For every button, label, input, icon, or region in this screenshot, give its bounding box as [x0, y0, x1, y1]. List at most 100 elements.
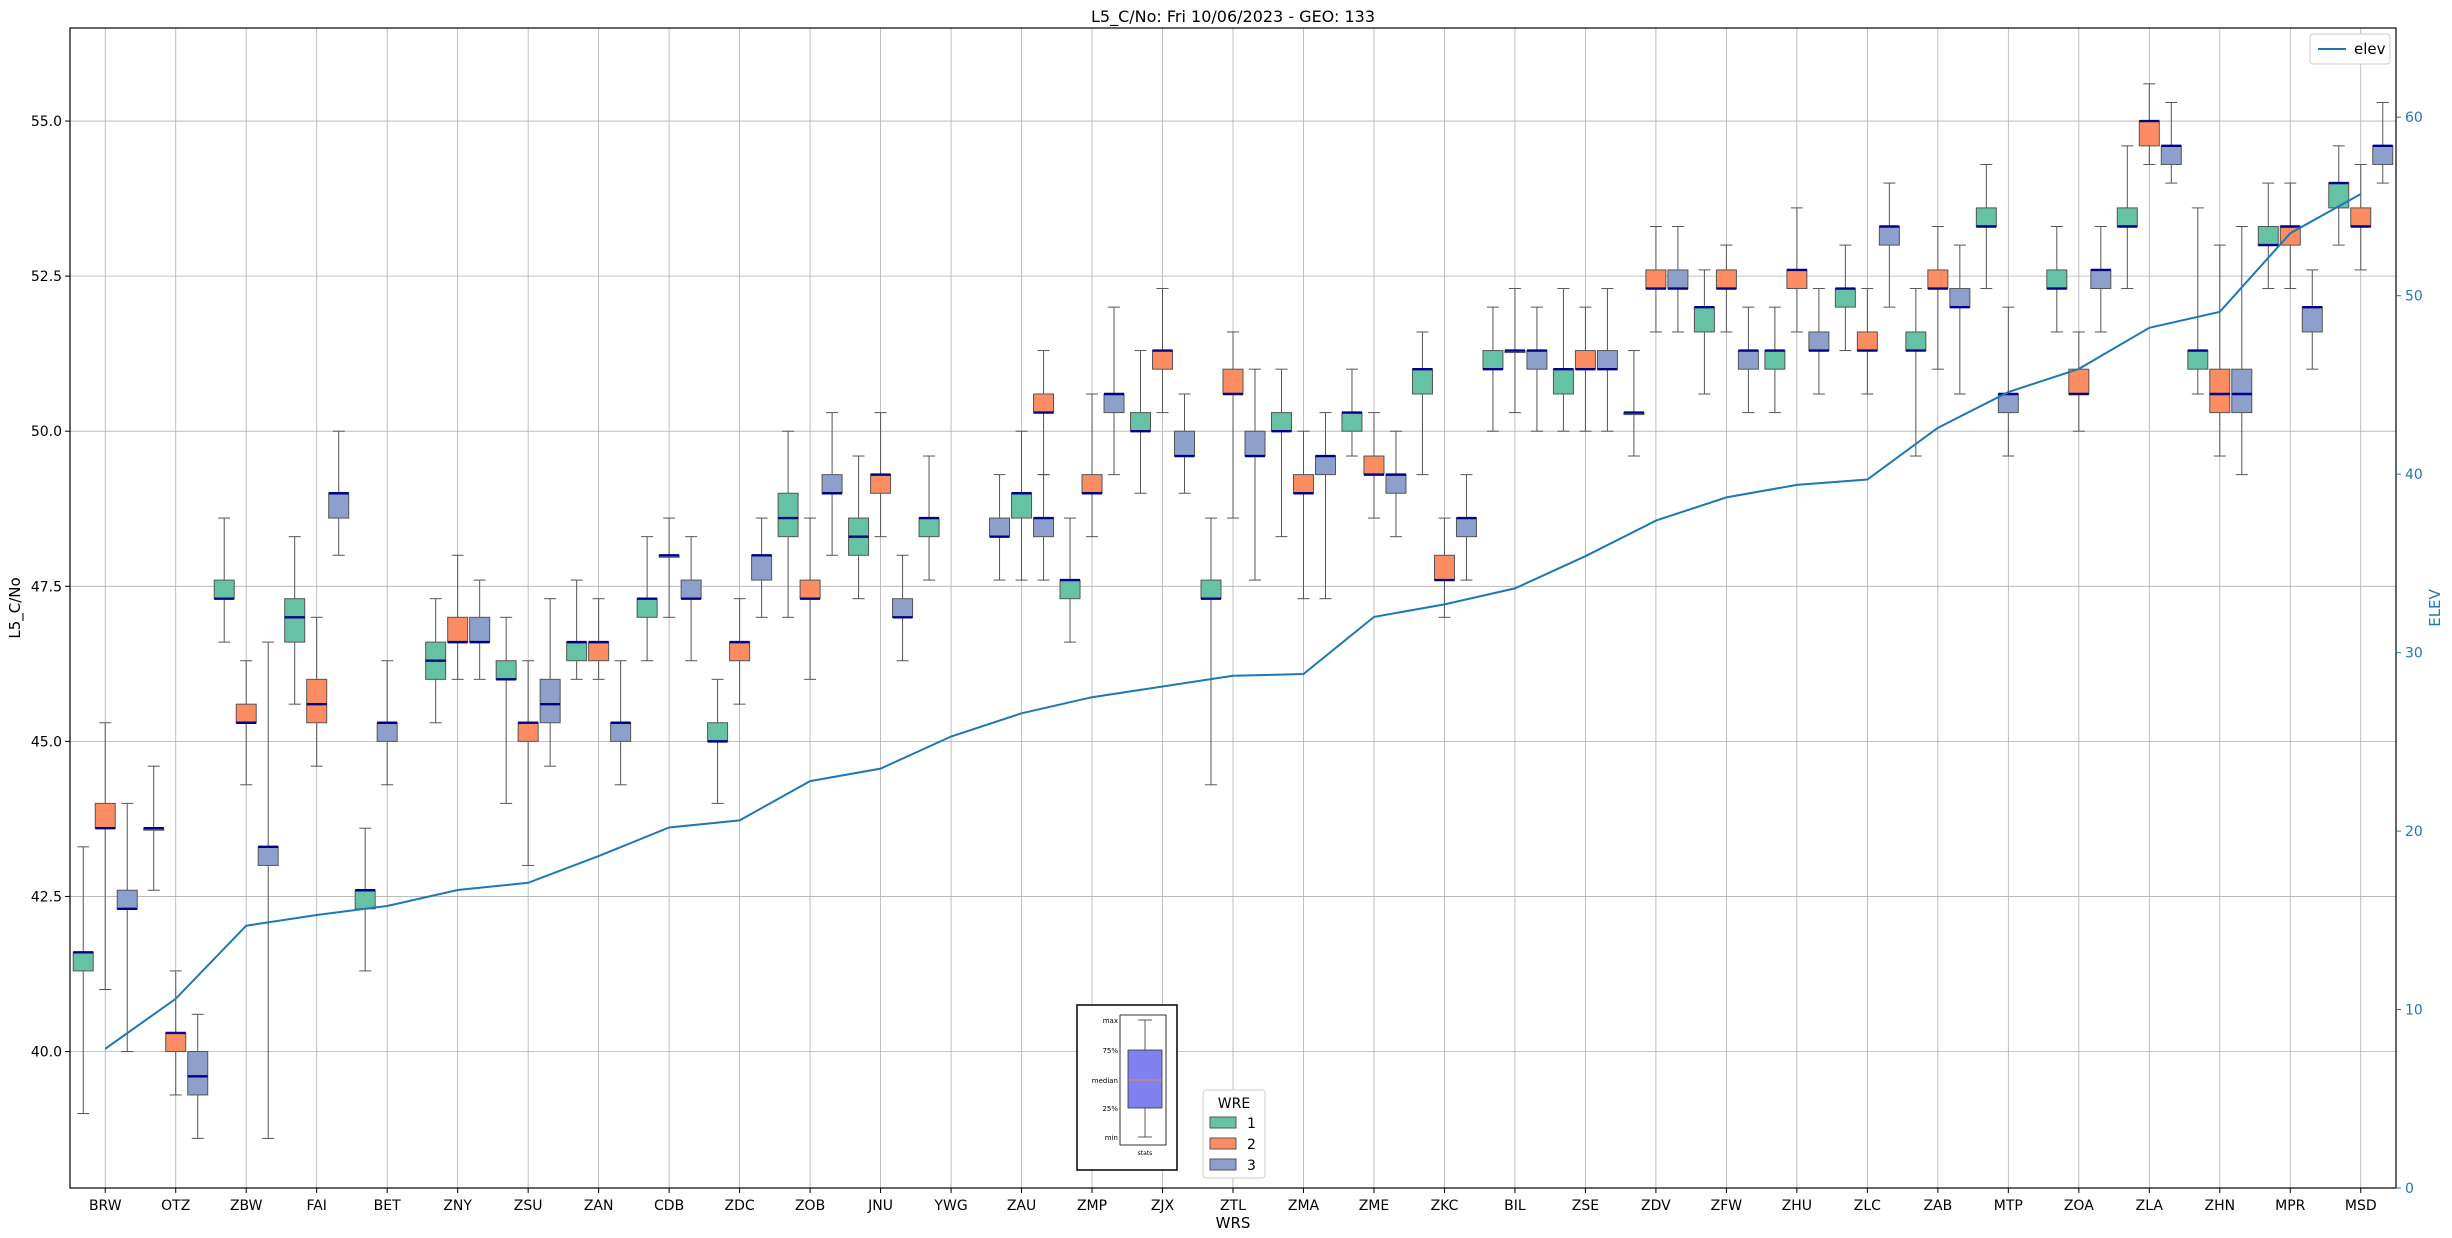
y2-tick-label: 10 [2405, 1003, 2423, 1019]
box-iqr [2209, 368, 2231, 414]
box-wre-1-otz [143, 765, 165, 891]
box-iqr [1033, 517, 1055, 538]
elev-series-line [104, 193, 2362, 1050]
x-tick-label: ZKC [1431, 1198, 1459, 1214]
x-tick-label: MPR [2275, 1198, 2306, 1214]
box-wre-1-zob [777, 430, 799, 618]
wre-legend-swatch-2 [1209, 1137, 1237, 1150]
x-tick-label: ZSE [1572, 1198, 1599, 1214]
y-tick-label: 50.0 [31, 424, 62, 440]
key-max-label: max [1103, 1017, 1118, 1025]
box-iqr [1174, 430, 1196, 457]
box-iqr [1292, 474, 1314, 494]
box-wre-2-zab [1927, 226, 1949, 370]
x-tick-label: ZME [1359, 1198, 1390, 1214]
box-iqr [799, 579, 821, 600]
box-wre-1-bet [354, 827, 376, 972]
box-wre-3-zsu [539, 598, 561, 767]
box-wre-1-zhu [1764, 306, 1786, 414]
box-wre-3-fai [328, 430, 350, 556]
wre-legend-label-1: 1 [1247, 1116, 1256, 1132]
x-tick-label: MTP [1994, 1198, 2023, 1214]
x-axis: BRW OTZ ZBW FAI BET ZNY ZSU ZAN CDB ZDC ZOB JNU YWG Z… [89, 1188, 2377, 1214]
box-iqr [517, 722, 539, 742]
box-iqr [566, 641, 588, 662]
x-tick-label: ZHU [1782, 1198, 1812, 1214]
box-iqr [2372, 145, 2394, 165]
box-wre-1-fai [284, 536, 306, 705]
box-wre-2-zhu [1786, 207, 1808, 333]
x-tick-label: ZAU [1007, 1198, 1036, 1214]
box-wre-3-zan [610, 660, 632, 786]
box-wre-3-zau [1033, 474, 1055, 581]
x-tick-label: BRW [89, 1198, 122, 1214]
box-wre-1-ztl [1200, 517, 1222, 786]
y2-tick-label: 60 [2405, 110, 2423, 126]
box-wre-1-zoa [2046, 226, 2068, 333]
box-iqr [1927, 269, 1949, 290]
box-iqr [165, 1032, 187, 1053]
box-wre-1-zau [1011, 430, 1033, 581]
box-wre-2-zhn [2209, 244, 2231, 457]
wre-legend-label-2: 2 [1247, 1137, 1256, 1153]
box-wre-1-zbw [213, 517, 235, 643]
box-wre-2-zob [799, 517, 821, 680]
box-iqr [354, 889, 376, 910]
box-iqr [469, 616, 491, 643]
box-iqr [2160, 145, 2182, 165]
boxplot-key-inset: max 75% median 25% min stats [1076, 1004, 1178, 1171]
y2-tick-label: 0 [2405, 1181, 2414, 1197]
box-iqr [306, 678, 328, 724]
wre-legend-label-3: 3 [1247, 1158, 1256, 1174]
box-iqr [1834, 288, 1856, 308]
x-tick-label: OTZ [161, 1198, 190, 1214]
box-iqr [1270, 412, 1292, 432]
x-tick-label: YWG [933, 1198, 967, 1214]
box-wre-3-zob [821, 412, 843, 556]
key-q1-label: 25% [1102, 1105, 1118, 1113]
box-iqr [328, 492, 350, 519]
box-iqr [1878, 226, 1900, 246]
box-wre-1-zla [2116, 145, 2138, 290]
box-iqr [610, 722, 632, 742]
box-wre-2-fai [306, 616, 328, 767]
wre-legend: WRE 1 2 3 [1202, 1089, 1266, 1179]
box-wre-3-mpr [2301, 269, 2323, 370]
y-tick-label: 55.0 [31, 114, 62, 130]
box-iqr [1130, 412, 1152, 432]
x-tick-label: ZTL [1220, 1198, 1246, 1214]
box-iqr [1363, 455, 1385, 476]
box-wre-3-bil [1526, 306, 1548, 432]
y2-tick-label: 40 [2405, 467, 2423, 483]
box-iqr [1856, 331, 1878, 352]
box-wre-1-bil [1482, 306, 1504, 432]
box-wre-2-mpr [2279, 182, 2301, 290]
box-wre-2-zbw [235, 660, 257, 786]
box-wre-1-zmp [1059, 517, 1081, 643]
key-caption: stats [1138, 1150, 1153, 1157]
box-wre-3-zse [1596, 288, 1618, 432]
box-wre-1-ywg [918, 455, 940, 581]
box-iqr [1341, 412, 1363, 432]
box-wre-1-zlc [1834, 244, 1856, 352]
box-wre-3-otz [187, 1013, 209, 1139]
x-tick-label: ZAB [1923, 1198, 1952, 1214]
box-plots [72, 83, 2394, 1139]
box-wre-2-zkc [1433, 517, 1455, 618]
box-iqr [1975, 207, 1997, 228]
x-tick-label: ZBW [230, 1198, 263, 1214]
box-wre-1-zdc [707, 678, 729, 804]
x-axis-label: WRS [1216, 1214, 1251, 1232]
box-iqr [1033, 393, 1055, 414]
box-iqr [1433, 554, 1455, 581]
box-iqr [588, 641, 610, 662]
key-median-label: median [1092, 1077, 1118, 1085]
box-iqr [1596, 350, 1618, 370]
chart-title: L5_C/No: Fri 10/06/2023 - GEO: 133 [1091, 7, 1375, 27]
box-iqr [1715, 269, 1737, 290]
box-iqr [1200, 579, 1222, 600]
box-iqr [2350, 207, 2372, 228]
box-iqr [495, 660, 517, 680]
box-iqr [116, 889, 138, 910]
box-wre-1-brw [72, 846, 94, 1115]
